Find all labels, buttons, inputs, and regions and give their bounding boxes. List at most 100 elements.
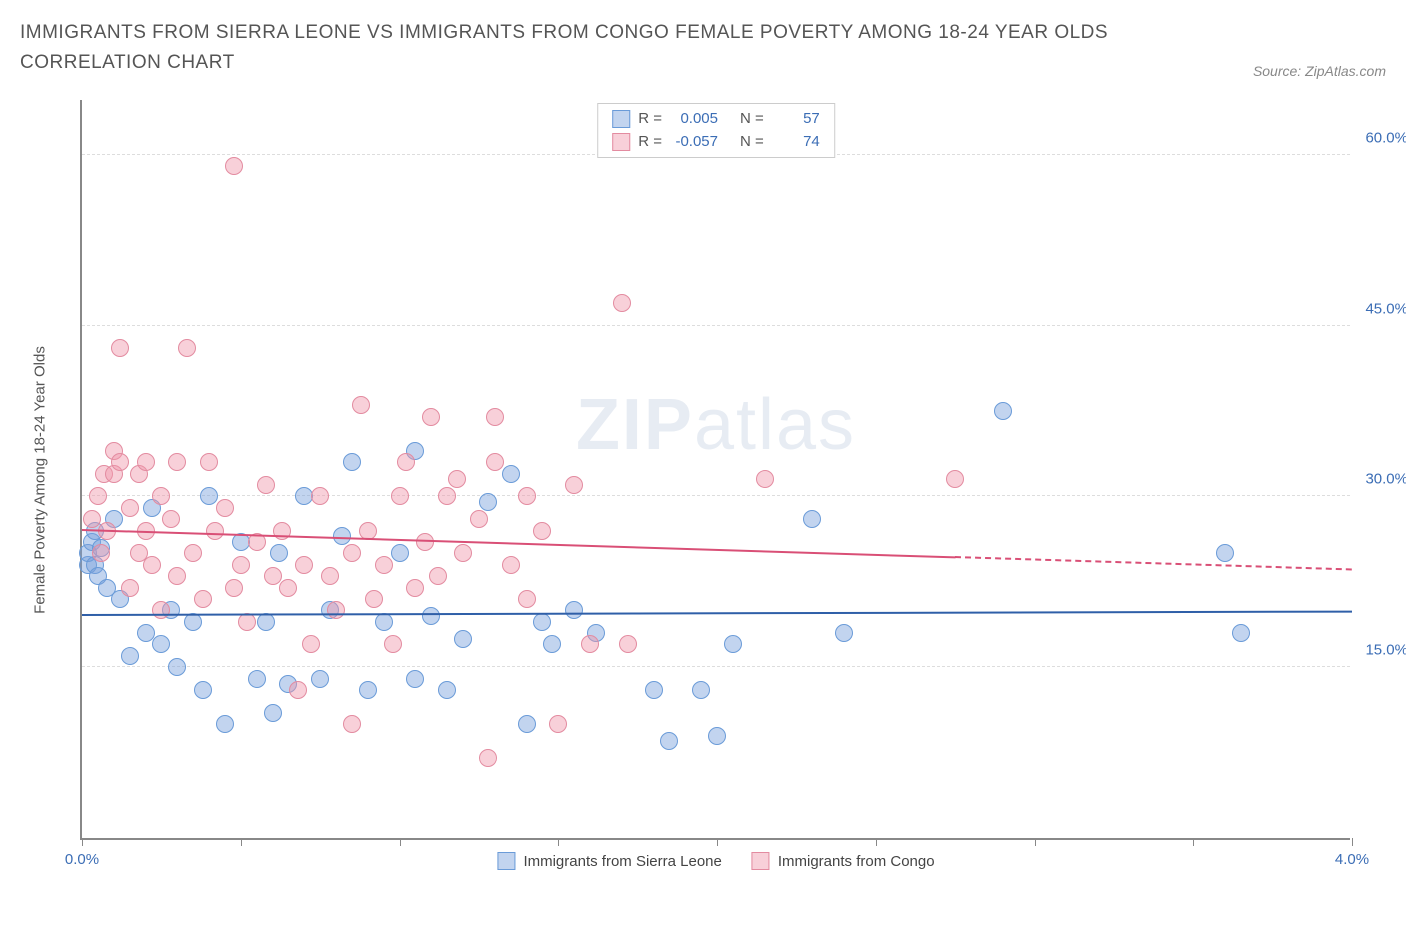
- stats-row: R =0.005N =57: [612, 108, 820, 131]
- x-tick: [558, 838, 559, 846]
- y-tick-label: 45.0%: [1365, 300, 1406, 317]
- data-point: [803, 510, 821, 528]
- grid-line: [82, 325, 1350, 326]
- x-tick-label: 4.0%: [1335, 851, 1369, 868]
- data-point: [152, 487, 170, 505]
- trend-line: [82, 529, 955, 558]
- data-point: [835, 624, 853, 642]
- data-point: [479, 493, 497, 511]
- chart-area: Female Poverty Among 18-24 Year Olds ZIP…: [50, 100, 1380, 860]
- x-tick: [1035, 838, 1036, 846]
- data-point: [422, 607, 440, 625]
- data-point: [168, 658, 186, 676]
- legend-label: Immigrants from Congo: [778, 853, 935, 870]
- chart-title: IMMIGRANTS FROM SIERRA LEONE VS IMMIGRAN…: [20, 18, 1120, 79]
- data-point: [162, 510, 180, 528]
- data-point: [206, 522, 224, 540]
- data-point: [1216, 544, 1234, 562]
- data-point: [216, 499, 234, 517]
- data-point: [502, 465, 520, 483]
- data-point: [470, 510, 488, 528]
- data-point: [619, 635, 637, 653]
- data-point: [486, 453, 504, 471]
- data-point: [194, 681, 212, 699]
- data-point: [121, 499, 139, 517]
- data-point: [438, 681, 456, 699]
- data-point: [375, 556, 393, 574]
- data-point: [1232, 624, 1250, 642]
- data-point: [225, 157, 243, 175]
- data-point: [225, 579, 243, 597]
- data-point: [479, 749, 497, 767]
- data-point: [518, 487, 536, 505]
- x-tick: [1352, 838, 1353, 846]
- data-point: [645, 681, 663, 699]
- data-point: [365, 590, 383, 608]
- data-point: [692, 681, 710, 699]
- data-point: [486, 408, 504, 426]
- data-point: [311, 487, 329, 505]
- data-point: [121, 579, 139, 597]
- x-tick-label: 0.0%: [65, 851, 99, 868]
- trend-line: [955, 556, 1352, 570]
- data-point: [89, 487, 107, 505]
- data-point: [454, 544, 472, 562]
- scatter-plot: ZIPatlas R =0.005N =57R =-0.057N =74 Imm…: [80, 100, 1350, 840]
- data-point: [352, 396, 370, 414]
- y-tick-label: 60.0%: [1365, 129, 1406, 146]
- data-point: [375, 613, 393, 631]
- data-point: [343, 715, 361, 733]
- data-point: [168, 567, 186, 585]
- data-point: [302, 635, 320, 653]
- legend-item: Immigrants from Congo: [752, 852, 935, 870]
- legend-swatch: [612, 110, 630, 128]
- data-point: [343, 544, 361, 562]
- data-point: [168, 453, 186, 471]
- data-point: [359, 681, 377, 699]
- stats-box: R =0.005N =57R =-0.057N =74: [597, 103, 835, 158]
- stats-row: R =-0.057N =74: [612, 131, 820, 154]
- data-point: [448, 470, 466, 488]
- data-point: [756, 470, 774, 488]
- watermark: ZIPatlas: [576, 384, 856, 466]
- x-tick: [241, 838, 242, 846]
- legend-item: Immigrants from Sierra Leone: [497, 852, 721, 870]
- data-point: [264, 567, 282, 585]
- data-point: [613, 294, 631, 312]
- data-point: [111, 453, 129, 471]
- data-point: [92, 544, 110, 562]
- data-point: [429, 567, 447, 585]
- data-point: [111, 339, 129, 357]
- data-point: [264, 704, 282, 722]
- data-point: [152, 635, 170, 653]
- data-point: [565, 601, 583, 619]
- data-point: [454, 630, 472, 648]
- data-point: [270, 544, 288, 562]
- data-point: [994, 402, 1012, 420]
- grid-line: [82, 495, 1350, 496]
- data-point: [406, 579, 424, 597]
- data-point: [137, 453, 155, 471]
- data-point: [397, 453, 415, 471]
- legend-swatch: [497, 852, 515, 870]
- data-point: [232, 556, 250, 574]
- data-point: [660, 732, 678, 750]
- data-point: [581, 635, 599, 653]
- data-point: [83, 510, 101, 528]
- data-point: [248, 670, 266, 688]
- data-point: [137, 624, 155, 642]
- data-point: [295, 556, 313, 574]
- data-point: [946, 470, 964, 488]
- data-point: [184, 544, 202, 562]
- data-point: [200, 487, 218, 505]
- data-point: [565, 476, 583, 494]
- data-point: [279, 579, 297, 597]
- data-point: [533, 613, 551, 631]
- data-point: [321, 567, 339, 585]
- y-tick-label: 30.0%: [1365, 471, 1406, 488]
- data-point: [543, 635, 561, 653]
- data-point: [143, 556, 161, 574]
- x-tick: [1193, 838, 1194, 846]
- legend: Immigrants from Sierra Leone Immigrants f…: [497, 852, 934, 870]
- data-point: [121, 647, 139, 665]
